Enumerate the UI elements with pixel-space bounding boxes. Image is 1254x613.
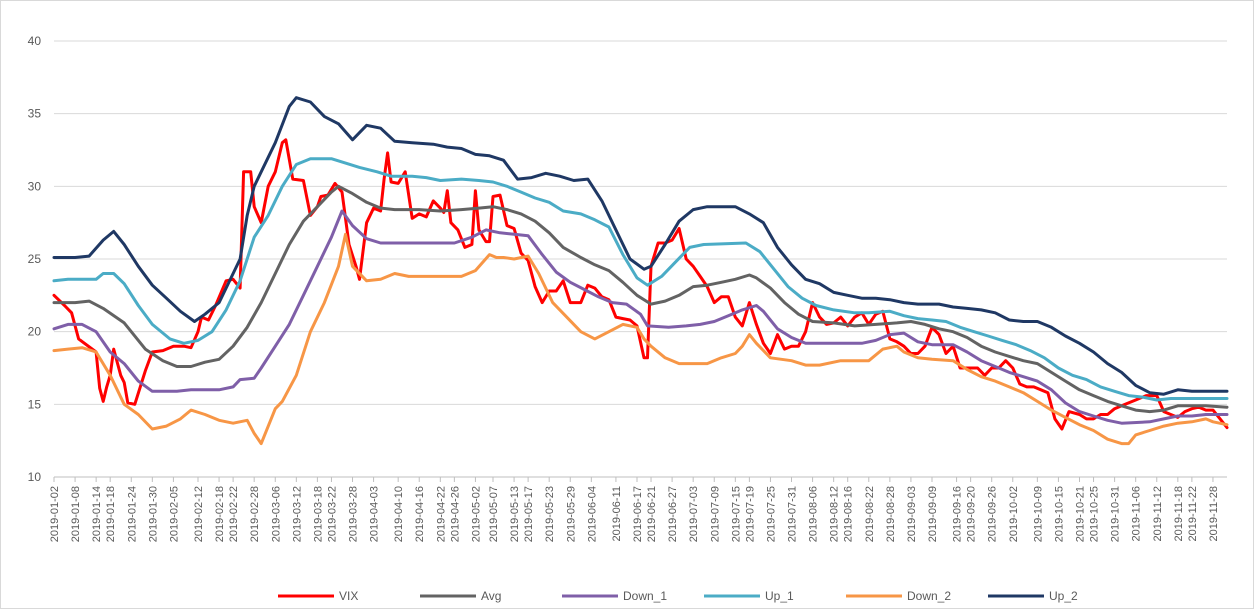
legend-label-down_2: Down_2	[907, 589, 951, 603]
x-tick-label-2019-05-17: 2019-05-17	[523, 486, 535, 542]
y-tick-label-20: 20	[28, 325, 42, 339]
series-line-up_1	[52, 157, 1229, 402]
x-tick-label-2019-07-09: 2019-07-09	[709, 486, 721, 542]
x-tick-label-2019-09-03: 2019-09-03	[906, 486, 918, 542]
x-tick-label-2019-04-22: 2019-04-22	[435, 486, 447, 542]
x-tick-label-2019-11-22: 2019-11-22	[1187, 486, 1199, 541]
series-line-avg	[52, 184, 1229, 414]
legend-label-avg: Avg	[481, 589, 501, 603]
x-tick-label-2019-06-27: 2019-06-27	[667, 486, 679, 542]
x-tick-label-2019-09-26: 2019-09-26	[987, 486, 999, 542]
x-tick-label-2019-10-31: 2019-10-31	[1110, 486, 1122, 542]
series-line-down_2	[52, 232, 1229, 446]
x-tick-label-2019-01-18: 2019-01-18	[105, 486, 117, 542]
x-tick-label-2019-03-22: 2019-03-22	[326, 486, 338, 542]
x-tick-label-2019-03-18: 2019-03-18	[312, 486, 324, 542]
legend-label-up_1: Up_1	[765, 589, 794, 603]
x-tick-label-2019-01-24: 2019-01-24	[126, 486, 138, 542]
x-tick-label-2019-08-06: 2019-08-06	[808, 486, 820, 542]
x-tick-label-2019-09-20: 2019-09-20	[966, 486, 978, 542]
x-tick-label-2019-07-19: 2019-07-19	[744, 486, 756, 542]
x-tick-label-2019-06-11: 2019-06-11	[611, 486, 623, 541]
x-tick-label-2019-02-05: 2019-02-05	[168, 486, 180, 542]
y-axis-tick-labels: 10 15 20 25 30 35 40	[28, 34, 42, 484]
x-tick-label-2019-08-12: 2019-08-12	[829, 486, 841, 542]
series-line-down_1	[52, 209, 1229, 425]
x-tick-label-2019-07-31: 2019-07-31	[787, 486, 799, 542]
x-tick-label-2019-02-22: 2019-02-22	[228, 486, 240, 542]
x-tick-label-2019-10-09: 2019-10-09	[1032, 486, 1044, 542]
legend-label-up_2: Up_2	[1049, 589, 1078, 603]
x-tick-label-2019-09-09: 2019-09-09	[927, 486, 939, 542]
x-tick-label-2019-05-29: 2019-05-29	[565, 486, 577, 542]
series-lines	[52, 96, 1229, 446]
x-tick-label-2019-07-03: 2019-07-03	[688, 486, 700, 542]
legend-label-vix: VIX	[339, 589, 358, 603]
x-tick-label-2019-04-10: 2019-04-10	[393, 486, 405, 542]
x-tick-label-2019-05-07: 2019-05-07	[488, 486, 500, 542]
x-tick-label-2019-03-28: 2019-03-28	[348, 486, 360, 542]
x-tick-label-2019-09-16: 2019-09-16	[952, 486, 964, 542]
x-tick-label-2019-10-21: 2019-10-21	[1074, 486, 1086, 542]
x-tick-label-2019-10-25: 2019-10-25	[1089, 486, 1101, 542]
legend-label-down_1: Down_1	[623, 589, 667, 603]
x-tick-label-2019-11-28: 2019-11-28	[1208, 486, 1220, 541]
y-tick-label-30: 30	[28, 179, 42, 193]
x-tick-label-2019-05-02: 2019-05-02	[470, 486, 482, 542]
x-tick-label-2019-11-18: 2019-11-18	[1173, 486, 1185, 541]
y-tick-label-40: 40	[28, 34, 42, 48]
x-tick-label-2019-04-16: 2019-04-16	[414, 486, 426, 542]
x-tick-label-2019-06-21: 2019-06-21	[646, 486, 658, 542]
x-tick-label-2019-03-12: 2019-03-12	[291, 486, 303, 542]
x-tick-label-2019-10-15: 2019-10-15	[1053, 486, 1065, 542]
y-tick-label-10: 10	[28, 470, 42, 484]
x-tick-label-2019-05-23: 2019-05-23	[544, 486, 556, 542]
x-tick-label-2019-05-13: 2019-05-13	[509, 486, 521, 542]
x-tick-label-2019-02-12: 2019-02-12	[193, 486, 205, 542]
x-tick-label-2019-01-02: 2019-01-02	[49, 486, 61, 542]
x-tick-label-2019-01-08: 2019-01-08	[70, 486, 82, 542]
x-tick-label-2019-01-14: 2019-01-14	[91, 486, 103, 542]
x-tick-label-2019-11-12: 2019-11-12	[1152, 486, 1164, 541]
gridlines	[54, 40, 1227, 478]
x-tick-label-2019-04-03: 2019-04-03	[369, 486, 381, 542]
x-tick-label-2019-02-28: 2019-02-28	[249, 486, 261, 542]
x-tick-label-2019-07-25: 2019-07-25	[765, 486, 777, 542]
x-tick-label-2019-06-04: 2019-06-04	[586, 486, 598, 542]
legend: VIX Avg Down_1 Up_1 Down_2 Up_2	[278, 589, 1078, 603]
x-tick-label-2019-11-06: 2019-11-06	[1131, 486, 1143, 541]
x-tick-label-2019-02-18: 2019-02-18	[214, 486, 226, 542]
x-tick-label-2019-03-06: 2019-03-06	[270, 486, 282, 542]
x-tick-label-2019-08-28: 2019-08-28	[885, 486, 897, 542]
series-line-vix	[52, 138, 1229, 431]
x-tick-label-2019-10-02: 2019-10-02	[1008, 486, 1020, 542]
y-tick-label-35: 35	[28, 107, 42, 121]
x-tick-label-2019-08-16: 2019-08-16	[843, 486, 855, 542]
x-tick-label-2019-08-22: 2019-08-22	[864, 486, 876, 542]
x-tick-label-2019-07-15: 2019-07-15	[730, 486, 742, 542]
x-tick-label-2019-01-30: 2019-01-30	[147, 486, 159, 542]
x-axis-tick-labels: 2019-01-02 2019-01-08 2019-01-14 2019-01-18…	[49, 477, 1220, 542]
x-tick-label-2019-06-17: 2019-06-17	[632, 486, 644, 542]
series-line-up_2	[52, 96, 1229, 396]
x-tick-label-2019-04-26: 2019-04-26	[449, 486, 461, 542]
y-tick-label-25: 25	[28, 252, 42, 266]
y-tick-label-15: 15	[28, 397, 42, 411]
